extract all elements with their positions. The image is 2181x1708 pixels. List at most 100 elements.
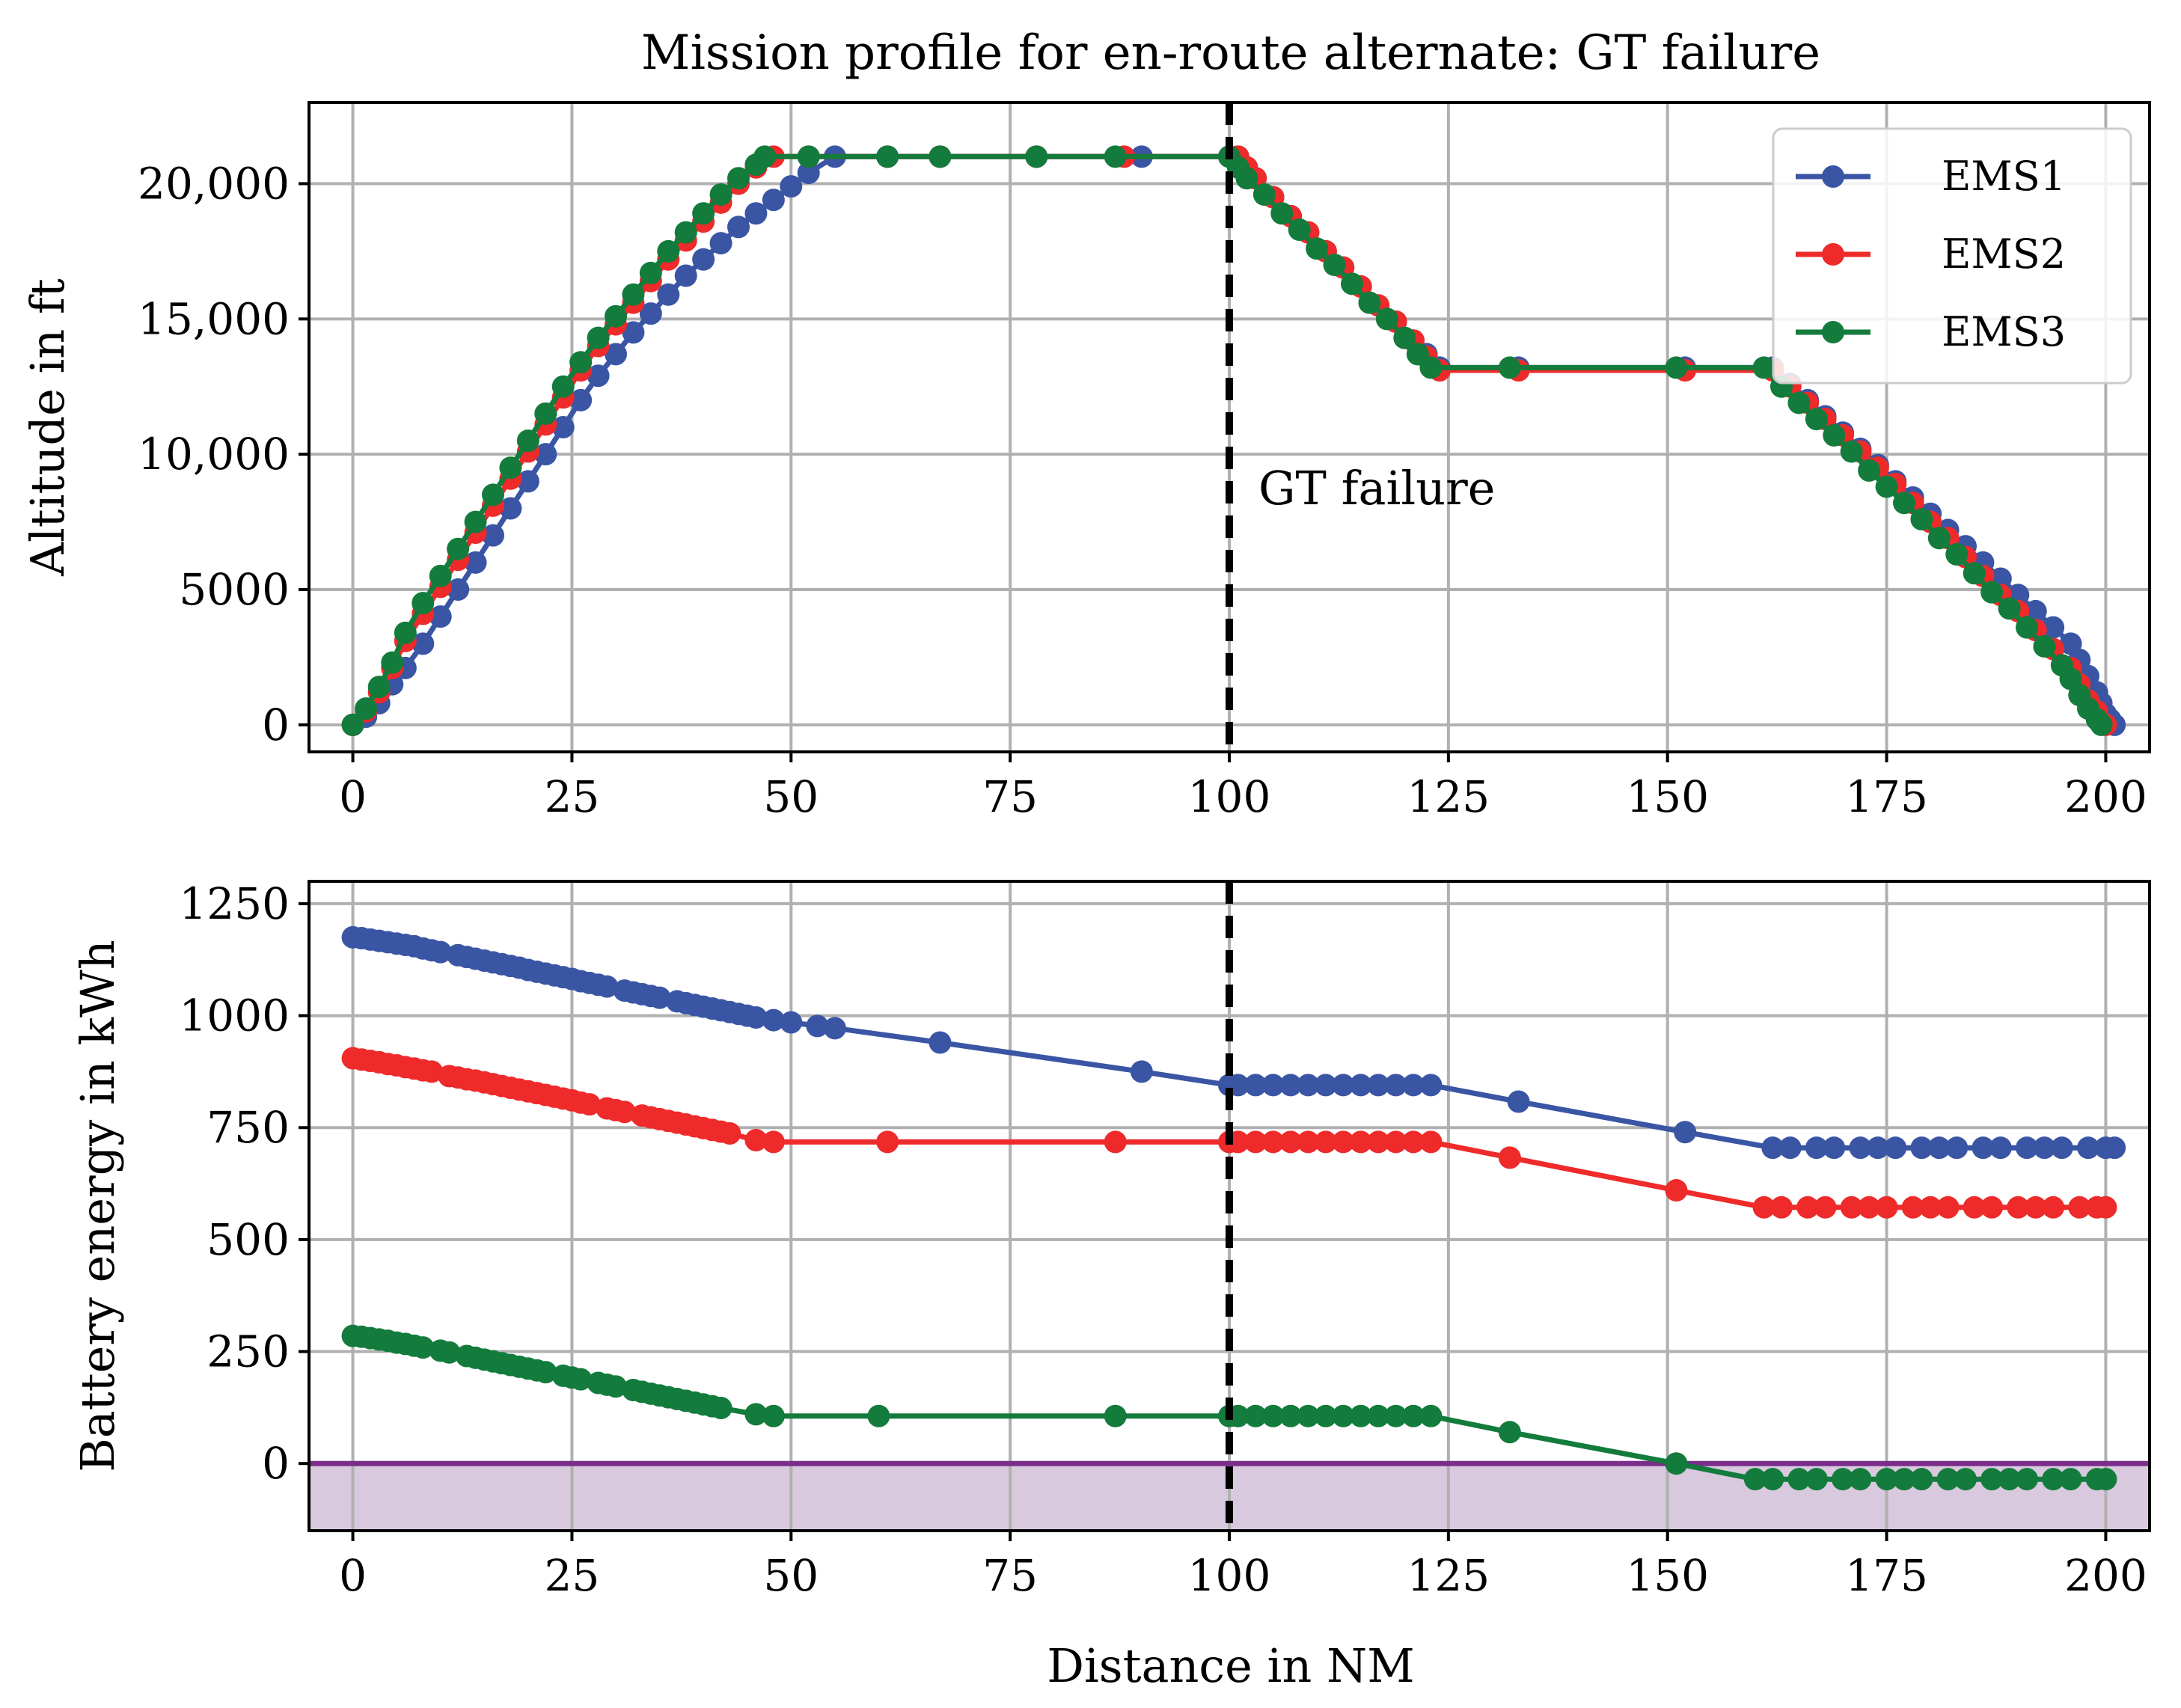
battery-ems2-point	[1332, 1130, 1355, 1154]
altitude-ems3-point	[1270, 202, 1294, 225]
altitude-ems3-point	[605, 304, 627, 328]
altitude-ems1-point	[709, 232, 732, 255]
battery-ems1-point	[780, 1011, 803, 1034]
battery-ems2-point	[1665, 1179, 1688, 1202]
altitude-ems3-point	[551, 375, 575, 398]
battery-ems1-point	[1823, 1136, 1846, 1160]
battery-ems1-point	[1507, 1090, 1530, 1113]
battery-ems1-point	[1972, 1136, 1995, 1160]
altitude-ems1-point	[674, 264, 697, 287]
battery-ems2-point	[1752, 1196, 1775, 1219]
altitude-ems3-point	[1375, 307, 1398, 331]
altitude-series	[341, 102, 2126, 752]
battery-ems1-point	[648, 986, 671, 1009]
battery-x-tick-label: 75	[982, 1550, 1038, 1601]
altitude-ems3-point	[534, 402, 557, 425]
battery-ems3-point	[1910, 1468, 1933, 1491]
legend-ems1-marker	[1822, 165, 1844, 188]
altitude-ems3-point	[1858, 459, 1881, 482]
altitude-ems3-point	[1665, 356, 1688, 379]
chart-title: Mission profile for en-route alternate: …	[641, 25, 1820, 81]
battery-ems1-point	[1778, 1136, 1802, 1160]
battery-ems2-point	[1980, 1196, 2004, 1219]
battery-ems3-point	[1665, 1452, 1688, 1475]
battery-ems1-point	[1261, 1074, 1285, 1097]
battery-ems1-point	[1761, 1136, 1784, 1160]
altitude-ems3-point	[1927, 527, 1951, 550]
altitude-ems3-point	[797, 145, 820, 168]
altitude-ems1-point	[412, 632, 435, 655]
altitude-ems3-point	[1945, 542, 1969, 566]
altitude-ems3-point	[876, 145, 899, 168]
battery-ems2-point	[2094, 1196, 2117, 1219]
altitude-panel: 0 25 50 75 100 125 150 175 200 0 5000 10,000 15,000 2…	[20, 101, 2151, 822]
battery-ems3-point	[1314, 1404, 1337, 1427]
battery-ems2-point	[2024, 1196, 2047, 1219]
altitude-ems3-point	[1498, 356, 1521, 379]
altitude-ems1-point	[797, 162, 820, 185]
battery-ems1-point	[596, 975, 619, 998]
battery-ems2-point	[1402, 1130, 1425, 1154]
battery-ems1-point	[1332, 1074, 1355, 1097]
battery-ems3-point	[2042, 1468, 2065, 1491]
battery-ems1-point	[1884, 1136, 1907, 1160]
battery-x-tick-label: 150	[1626, 1550, 1709, 1601]
battery-ems3-point	[1849, 1468, 1872, 1491]
battery-ems2-point	[1349, 1130, 1372, 1154]
battery-panel: 0 25 50 75 100 125 150 175 200 0 250 500 750 1000 1250…	[70, 878, 2151, 1693]
battery-ems2-point	[718, 1122, 741, 1145]
battery-ems3-point	[412, 1336, 435, 1359]
altitude-ems1-point	[447, 578, 470, 601]
altitude-ems3-point	[1235, 167, 1258, 190]
battery-ems1-point	[2033, 1136, 2056, 1160]
battery-y-axis-label: Battery energy in kWh	[70, 940, 125, 1472]
altitude-ems3-point	[464, 510, 487, 533]
altitude-ems3-point	[429, 564, 452, 587]
battery-y-tick-label: 250	[207, 1326, 290, 1377]
battery-ems2-point	[1498, 1146, 1521, 1169]
battery-y-tick-label: 1000	[179, 991, 290, 1041]
battery-ems1-point	[823, 1017, 846, 1040]
altitude-ems3-point	[1252, 183, 1276, 206]
battery-ems3-point	[1104, 1404, 1127, 1427]
altitude-ems3-point	[1104, 145, 1127, 168]
battery-ems3-point	[1419, 1404, 1443, 1427]
battery-ems1-point	[1989, 1136, 2012, 1160]
legend-ems3-marker	[1822, 321, 1844, 343]
altitude-ems3-point	[674, 221, 697, 244]
legend-items: EMS1 EMS2 EMS3	[1796, 153, 2066, 355]
battery-ems3-point	[744, 1403, 768, 1426]
altitude-ems1-point	[780, 175, 803, 198]
battery-x-tick-label: 0	[339, 1550, 367, 1601]
altitude-ems3-point	[622, 283, 645, 306]
battery-ems2-point	[1297, 1130, 1320, 1154]
distance-x-axis-label: Distance in NM	[1047, 1638, 1415, 1693]
battery-ems1-point	[744, 1005, 768, 1029]
altitude-ems3-point	[1341, 272, 1363, 296]
altitude-ems1-point	[2042, 616, 2065, 639]
altitude-ems3-point	[587, 326, 610, 349]
battery-ems1-point	[1297, 1074, 1320, 1097]
battery-ems2-point	[1314, 1130, 1337, 1154]
battery-ems3-point	[1954, 1468, 1977, 1491]
battery-ems3-point	[867, 1404, 890, 1427]
altitude-x-tick-label: 50	[763, 771, 819, 822]
battery-ems1-point	[1849, 1136, 1872, 1160]
battery-ems1-point	[1927, 1136, 1951, 1160]
altitude-ems3-point	[1840, 440, 1863, 463]
altitude-ems1-point	[482, 524, 504, 547]
legend: EMS1 EMS2 EMS3	[1772, 127, 2132, 385]
battery-ems1-point	[1130, 1060, 1153, 1083]
altitude-x-tick-label: 175	[1845, 771, 1928, 822]
battery-ems3-point	[709, 1396, 732, 1419]
altitude-ems3-point	[381, 651, 404, 674]
altitude-ems3-point	[639, 261, 662, 284]
altitude-ems3-point	[1980, 581, 2004, 604]
battery-ticks: 0 25 50 75 100 125 150 175 200 0 250 500 750 1000 1250	[179, 878, 2147, 1601]
altitude-ems3-point	[657, 239, 680, 263]
altitude-ems3-point	[753, 145, 777, 168]
altitude-ems3-point	[499, 456, 522, 480]
battery-ems2-point	[1384, 1130, 1407, 1154]
altitude-x-tick-label: 25	[545, 771, 600, 822]
